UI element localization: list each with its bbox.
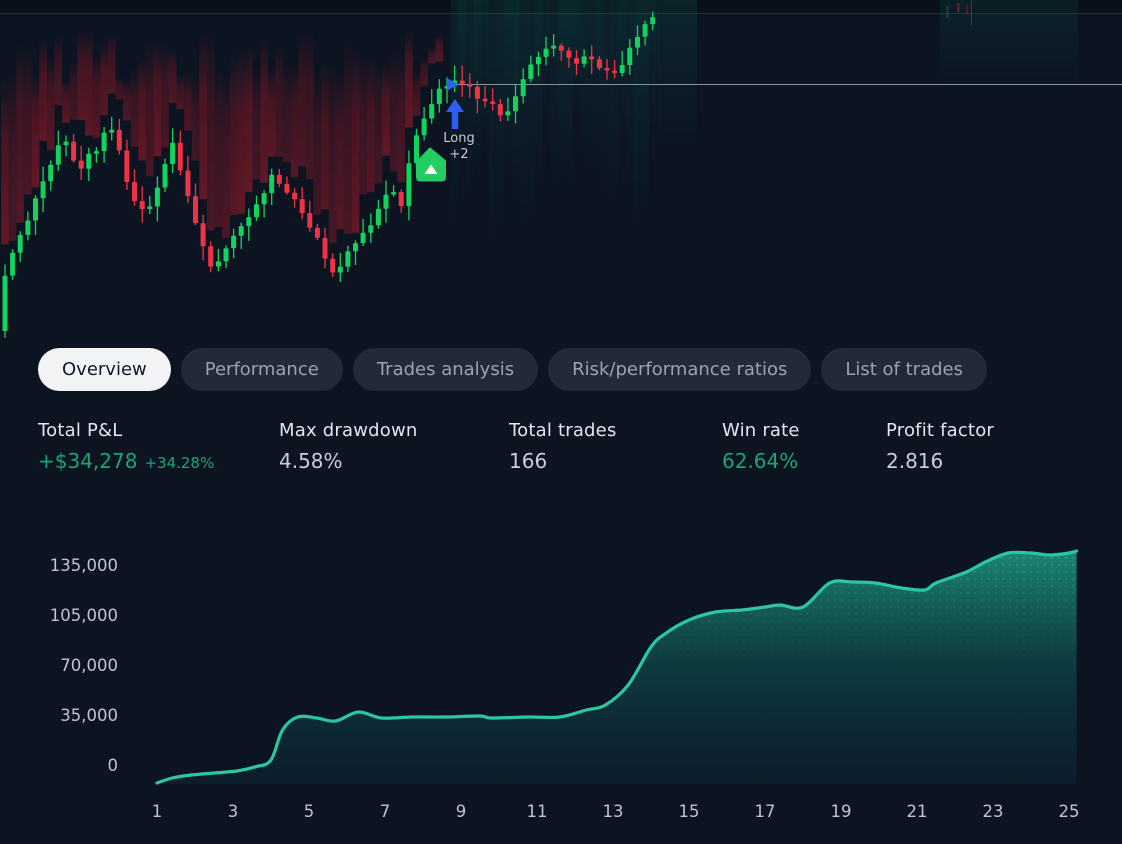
x-axis-label: 7 xyxy=(379,802,391,821)
x-axis-label: 3 xyxy=(227,802,239,821)
ghost-marks xyxy=(946,0,972,26)
equity-line xyxy=(155,549,1079,785)
stat-total-p-l: Total P&L +$34,278 +34.28% xyxy=(38,420,214,473)
x-axis-label: 15 xyxy=(678,802,700,821)
stat-win-rate: Win rate 62.64% xyxy=(722,420,800,473)
stat-value-main: 166 xyxy=(509,449,548,473)
stat-value-secondary: +34.28% xyxy=(144,454,215,472)
report-tabs: Overview Performance Trades analysis Risk/p… xyxy=(38,348,987,391)
y-axis-label: 105,000 xyxy=(49,606,118,625)
long-entry-label[interactable]: Long +2 xyxy=(436,131,482,162)
y-axis-label: 135,000 xyxy=(49,556,118,575)
long-entry-side: Long xyxy=(443,131,475,146)
tab-list-of-trades[interactable]: List of trades xyxy=(821,348,987,391)
stat-total-trades: Total trades 166 xyxy=(509,420,617,473)
stat-value-main: +$34,278 xyxy=(38,449,138,473)
stat-value-main: 62.64% xyxy=(722,449,799,473)
stat-max-drawdown: Max drawdown 4.58% xyxy=(279,420,417,473)
stat-value: +$34,278 +34.28% xyxy=(38,449,214,473)
profit-glow xyxy=(450,0,1078,253)
candles-group xyxy=(2,11,656,338)
equity-area-dots xyxy=(157,551,1077,784)
y-axis-label: 70,000 xyxy=(60,656,118,675)
tab-trades-analysis[interactable]: Trades analysis xyxy=(352,348,539,391)
stat-value: 4.58% xyxy=(279,449,417,473)
drawdown-cloud xyxy=(1,29,444,245)
x-axis-label: 13 xyxy=(602,802,624,821)
stat-value-main: 2.816 xyxy=(886,449,944,473)
equity-curve-chart[interactable] xyxy=(0,528,1122,844)
x-axis-label: 23 xyxy=(982,802,1004,821)
entry-play-icon xyxy=(447,78,458,91)
stat-value: 2.816 xyxy=(886,449,994,473)
x-axis-label: 19 xyxy=(830,802,852,821)
x-axis-label: 21 xyxy=(906,802,928,821)
stat-label: Total trades xyxy=(509,420,617,441)
y-axis-label: 35,000 xyxy=(60,706,118,725)
x-axis-label: 25 xyxy=(1058,802,1080,821)
tab-performance[interactable]: Performance xyxy=(180,348,343,391)
x-axis-label: 1 xyxy=(151,802,163,821)
x-axis-label: 11 xyxy=(526,802,548,821)
buy-arrow-icon xyxy=(446,99,464,129)
stat-value-main: 4.58% xyxy=(279,449,343,473)
stat-profit-factor: Profit factor 2.816 xyxy=(886,420,994,473)
stat-value: 166 xyxy=(509,449,617,473)
candlestick-canvas[interactable] xyxy=(0,0,1122,344)
x-axis-label: 17 xyxy=(754,802,776,821)
tab-overview[interactable]: Overview xyxy=(38,348,171,391)
tab-risk-performance-ratios[interactable]: Risk/performance ratios xyxy=(548,348,812,391)
long-position-marker[interactable] xyxy=(416,78,464,182)
y-axis-label: 0 xyxy=(107,756,119,775)
equity-curve-canvas[interactable] xyxy=(0,528,1122,844)
long-entry-qty: +2 xyxy=(449,146,469,162)
flag-up-triangle-icon xyxy=(424,164,438,174)
stat-label: Total P&L xyxy=(38,420,123,441)
stat-label: Win rate xyxy=(722,420,800,441)
stat-value: 62.64% xyxy=(722,449,800,473)
stat-label: Max drawdown xyxy=(279,420,418,441)
x-axis-label: 9 xyxy=(455,802,467,821)
stat-label: Profit factor xyxy=(886,420,995,441)
candlestick-chart[interactable]: Long +2 xyxy=(0,0,1122,344)
x-axis-label: 5 xyxy=(303,802,315,821)
